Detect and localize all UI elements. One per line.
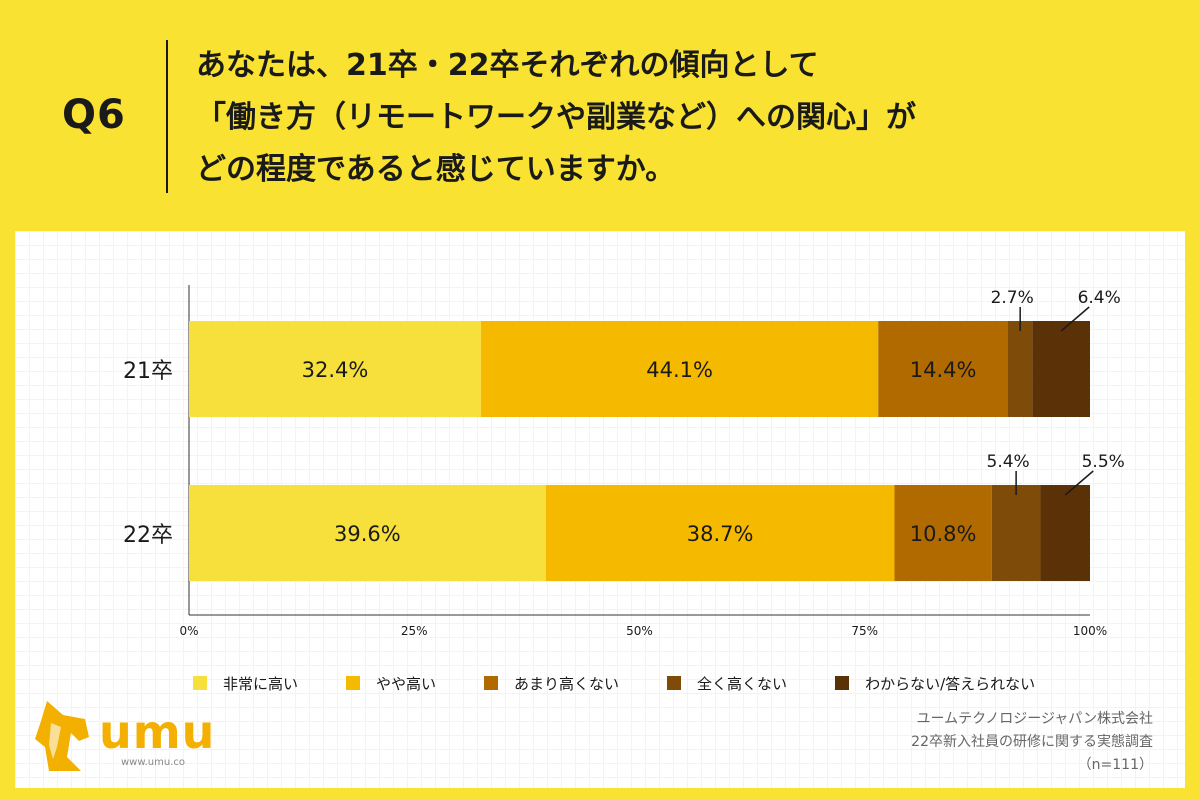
data-label: 10.8%: [910, 522, 977, 546]
bar-segment: [189, 321, 481, 417]
leader-line: [1064, 470, 1094, 496]
data-label: 32.4%: [302, 358, 369, 382]
bar-segment: [480, 321, 879, 417]
chart-legend: 非常に高い やや高い あまり高くない 全く高くない わからない/答えられない: [193, 672, 1083, 694]
bar-segment: [1032, 321, 1090, 417]
question-line: あなたは、21卒・22卒それぞれの傾向として: [196, 48, 819, 83]
legend-label: 非常に高い: [223, 674, 299, 693]
question-line: 「働き方（リモートワークや副業など）への関心」が: [196, 100, 916, 135]
horse-logo-icon: [35, 701, 89, 771]
source-note: ユームテクノロジージャパン株式会社 22卒新入社員の研修に関する実態調査 （n=…: [911, 708, 1153, 777]
data-label: 6.4%: [1078, 288, 1121, 308]
legend-swatch: [484, 676, 499, 690]
x-tick-label: 100%: [1073, 624, 1107, 638]
umu-logo: umu www.umu.co: [27, 697, 214, 777]
legend-label: あまり高くない: [514, 674, 620, 693]
bar-segment: [878, 321, 1009, 417]
legend-item: わからない/答えられない: [835, 672, 1035, 694]
bar-segment: [894, 485, 992, 581]
legend-swatch: [667, 676, 682, 690]
category-label: 21卒: [123, 359, 173, 384]
legend-item: 全く高くない: [667, 672, 787, 694]
legend-item: 非常に高い: [193, 672, 298, 694]
x-tick-label: 0%: [179, 624, 198, 638]
logo-url: www.umu.co: [121, 757, 186, 768]
data-label: 39.6%: [334, 522, 401, 546]
legend-swatch: [193, 676, 207, 690]
source-line: 22卒新入社員の研修に関する実態調査: [911, 734, 1153, 750]
data-label: 14.4%: [910, 358, 977, 382]
bar-segment: [1040, 485, 1090, 581]
x-tick-label: 75%: [851, 624, 878, 638]
legend-label: やや高い: [376, 674, 437, 693]
bar-segment: [991, 485, 1041, 581]
source-line: （n=111）: [1077, 757, 1153, 773]
bar-segment: [545, 485, 895, 581]
question-number: Q6: [62, 92, 126, 138]
x-tick-label: 25%: [401, 624, 428, 638]
data-label: 2.7%: [991, 288, 1034, 308]
question-text: あなたは、21卒・22卒それぞれの傾向として 「働き方（リモートワークや副業など…: [196, 40, 1156, 196]
legend-label: わからない/答えられない: [865, 674, 1036, 693]
legend-item: やや高い: [346, 672, 436, 694]
source-line: ユームテクノロジージャパン株式会社: [916, 711, 1153, 727]
legend-item: あまり高くない: [484, 672, 619, 694]
legend-label: 全く高くない: [697, 674, 788, 693]
data-label: 5.5%: [1082, 452, 1125, 472]
stacked-bar-chart: 0% 25% 50% 75% 100% 21卒 32.4% 44.1% 14.4% 2.7% 6.4…: [123, 285, 1125, 638]
legend-swatch: [346, 676, 361, 690]
bar-segment: [1008, 321, 1033, 417]
data-label: 38.7%: [687, 522, 754, 546]
data-label: 5.4%: [987, 452, 1030, 472]
chart-card: 0% 25% 50% 75% 100% 21卒 32.4% 44.1% 14.4% 2.7% 6.4…: [15, 231, 1185, 788]
leader-line: [1060, 306, 1090, 332]
legend-swatch: [835, 676, 850, 690]
logo-wordmark: umu: [99, 705, 216, 759]
header-divider: [166, 40, 168, 193]
data-label: 44.1%: [646, 358, 713, 382]
bar-segment: [189, 485, 546, 581]
x-tick-label: 50%: [626, 624, 653, 638]
question-line: どの程度であると感じていますか。: [196, 152, 676, 187]
category-label: 22卒: [123, 523, 173, 548]
